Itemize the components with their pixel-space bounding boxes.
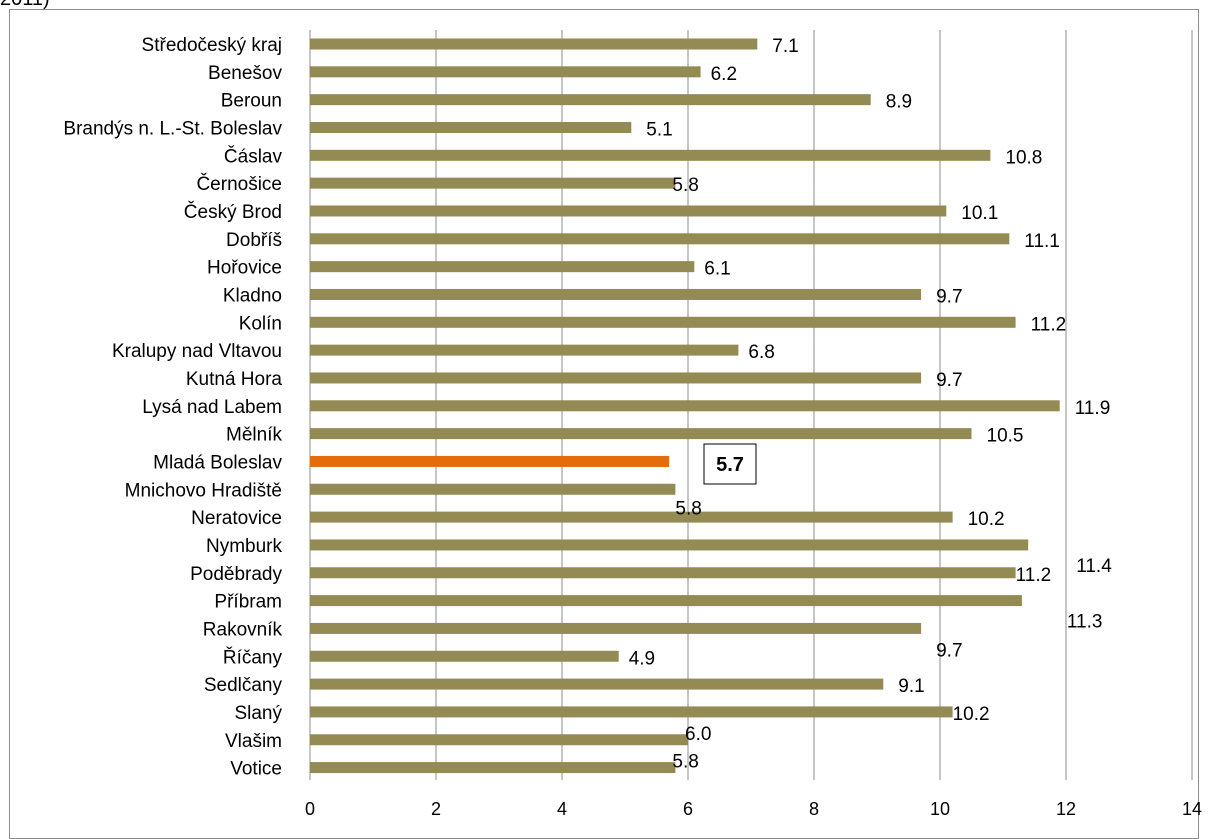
- bar: [310, 344, 739, 356]
- value-label: 11.3: [1067, 612, 1103, 633]
- x-tick-label: 6: [683, 799, 693, 819]
- value-label: 6.1: [704, 259, 730, 280]
- value-label: 5.1: [646, 119, 672, 140]
- category-label: Kolín: [239, 313, 282, 334]
- value-label: 10.5: [987, 426, 1024, 447]
- x-tick-label: 12: [1056, 799, 1076, 819]
- category-label: Brandýs n. L.-St. Boleslav: [63, 118, 282, 139]
- bar: [310, 567, 1016, 579]
- category-label: Černošice: [196, 173, 282, 195]
- x-tick-label: 4: [557, 799, 567, 819]
- bar: [310, 94, 871, 106]
- caption-fragment: 2011): [0, 0, 50, 11]
- bar: [310, 428, 972, 440]
- category-label: Mnichovo Hradiště: [125, 480, 282, 501]
- value-label: 6.8: [748, 342, 774, 363]
- value-label: 9.7: [936, 370, 962, 391]
- x-tick-label: 10: [930, 799, 950, 819]
- x-tick-label: 2: [431, 799, 441, 819]
- bar: [310, 66, 701, 78]
- category-label: Rakovník: [203, 619, 283, 640]
- bar: [310, 762, 676, 774]
- category-label: Mladá Boleslav: [153, 452, 282, 473]
- bar: [310, 38, 758, 50]
- bar: [310, 121, 632, 133]
- bar: [310, 650, 619, 662]
- value-labels: 7.1 6.2 8.9 5.1 10.8 5.8 10.1 11.1 6.1 9.7 11.2 6.8…: [629, 36, 1113, 773]
- category-label: Beroun: [221, 91, 282, 112]
- value-label: 9.7: [936, 640, 962, 661]
- value-label: 9.1: [898, 676, 924, 697]
- bar: [310, 177, 676, 189]
- bar: [310, 261, 695, 273]
- value-label: 10.8: [1005, 147, 1042, 168]
- category-label: Vlašim: [225, 731, 282, 752]
- category-label: Příbram: [214, 592, 282, 613]
- bar: [310, 372, 922, 384]
- highlight-label-box: [703, 443, 757, 485]
- bar: [310, 539, 1029, 551]
- bar: [310, 205, 947, 217]
- bar: [310, 734, 688, 746]
- category-label: Neratovice: [191, 508, 282, 529]
- x-tick-label: 0: [305, 799, 315, 819]
- bar: [310, 511, 953, 523]
- value-label: 11.2: [1031, 314, 1067, 335]
- category-label: Kutná Hora: [186, 369, 283, 390]
- category-label: Středočeský kraj: [142, 35, 282, 56]
- bar: [310, 400, 1060, 412]
- highlight-value-label: 5.7: [716, 454, 744, 476]
- category-label: Kralupy nad Vltavou: [112, 341, 282, 362]
- bars: [310, 38, 1060, 774]
- value-label: 8.9: [886, 92, 912, 113]
- category-label: Říčany: [223, 646, 283, 668]
- bar: [310, 233, 1010, 245]
- x-tick-label: 14: [1182, 799, 1202, 819]
- category-label: Český Brod: [184, 201, 282, 223]
- bar: [310, 483, 676, 495]
- bar: [310, 678, 884, 690]
- bar: [310, 149, 991, 161]
- category-label: Lysá nad Labem: [142, 397, 282, 418]
- category-label: Votice: [230, 759, 282, 780]
- value-label: 10.2: [953, 704, 990, 725]
- bar: [310, 316, 1016, 328]
- value-label: 6.2: [711, 64, 737, 85]
- category-label: Nymburk: [206, 536, 283, 557]
- category-label: Dobříš: [226, 230, 282, 251]
- value-label: 10.1: [961, 203, 998, 224]
- x-tick-labels: 0 2 4 6 8 10 12 14: [305, 799, 1202, 819]
- category-label: Sedlčany: [204, 675, 283, 696]
- category-label: Mělník: [226, 425, 282, 446]
- value-label: 11.2: [1016, 565, 1052, 586]
- value-label: 4.9: [629, 648, 655, 669]
- category-labels: Středočeský kraj Benešov Beroun Brandýs n. …: [63, 35, 282, 780]
- value-label: 11.1: [1024, 231, 1060, 252]
- category-label: Slaný: [234, 703, 282, 724]
- value-label: 5.8: [672, 175, 698, 196]
- category-label: Benešov: [208, 63, 282, 84]
- bar: [310, 706, 953, 718]
- bar: [310, 595, 1022, 607]
- value-label: 5.8: [672, 752, 698, 773]
- value-label: 10.2: [968, 509, 1005, 530]
- value-label: 9.7: [936, 286, 962, 307]
- value-label: 11.4: [1076, 556, 1112, 577]
- bar: [310, 622, 922, 634]
- bar: [310, 288, 922, 300]
- x-tick-label: 8: [809, 799, 819, 819]
- value-label: 7.1: [772, 36, 798, 57]
- bar: [310, 455, 670, 467]
- value-label: 5.8: [675, 498, 701, 519]
- value-label: 6.0: [685, 724, 711, 745]
- value-label: 11.9: [1075, 398, 1111, 419]
- category-label: Hořovice: [207, 258, 282, 279]
- category-label: Poděbrady: [190, 564, 282, 585]
- category-label: Kladno: [223, 285, 282, 306]
- category-label: Čáslav: [224, 145, 283, 167]
